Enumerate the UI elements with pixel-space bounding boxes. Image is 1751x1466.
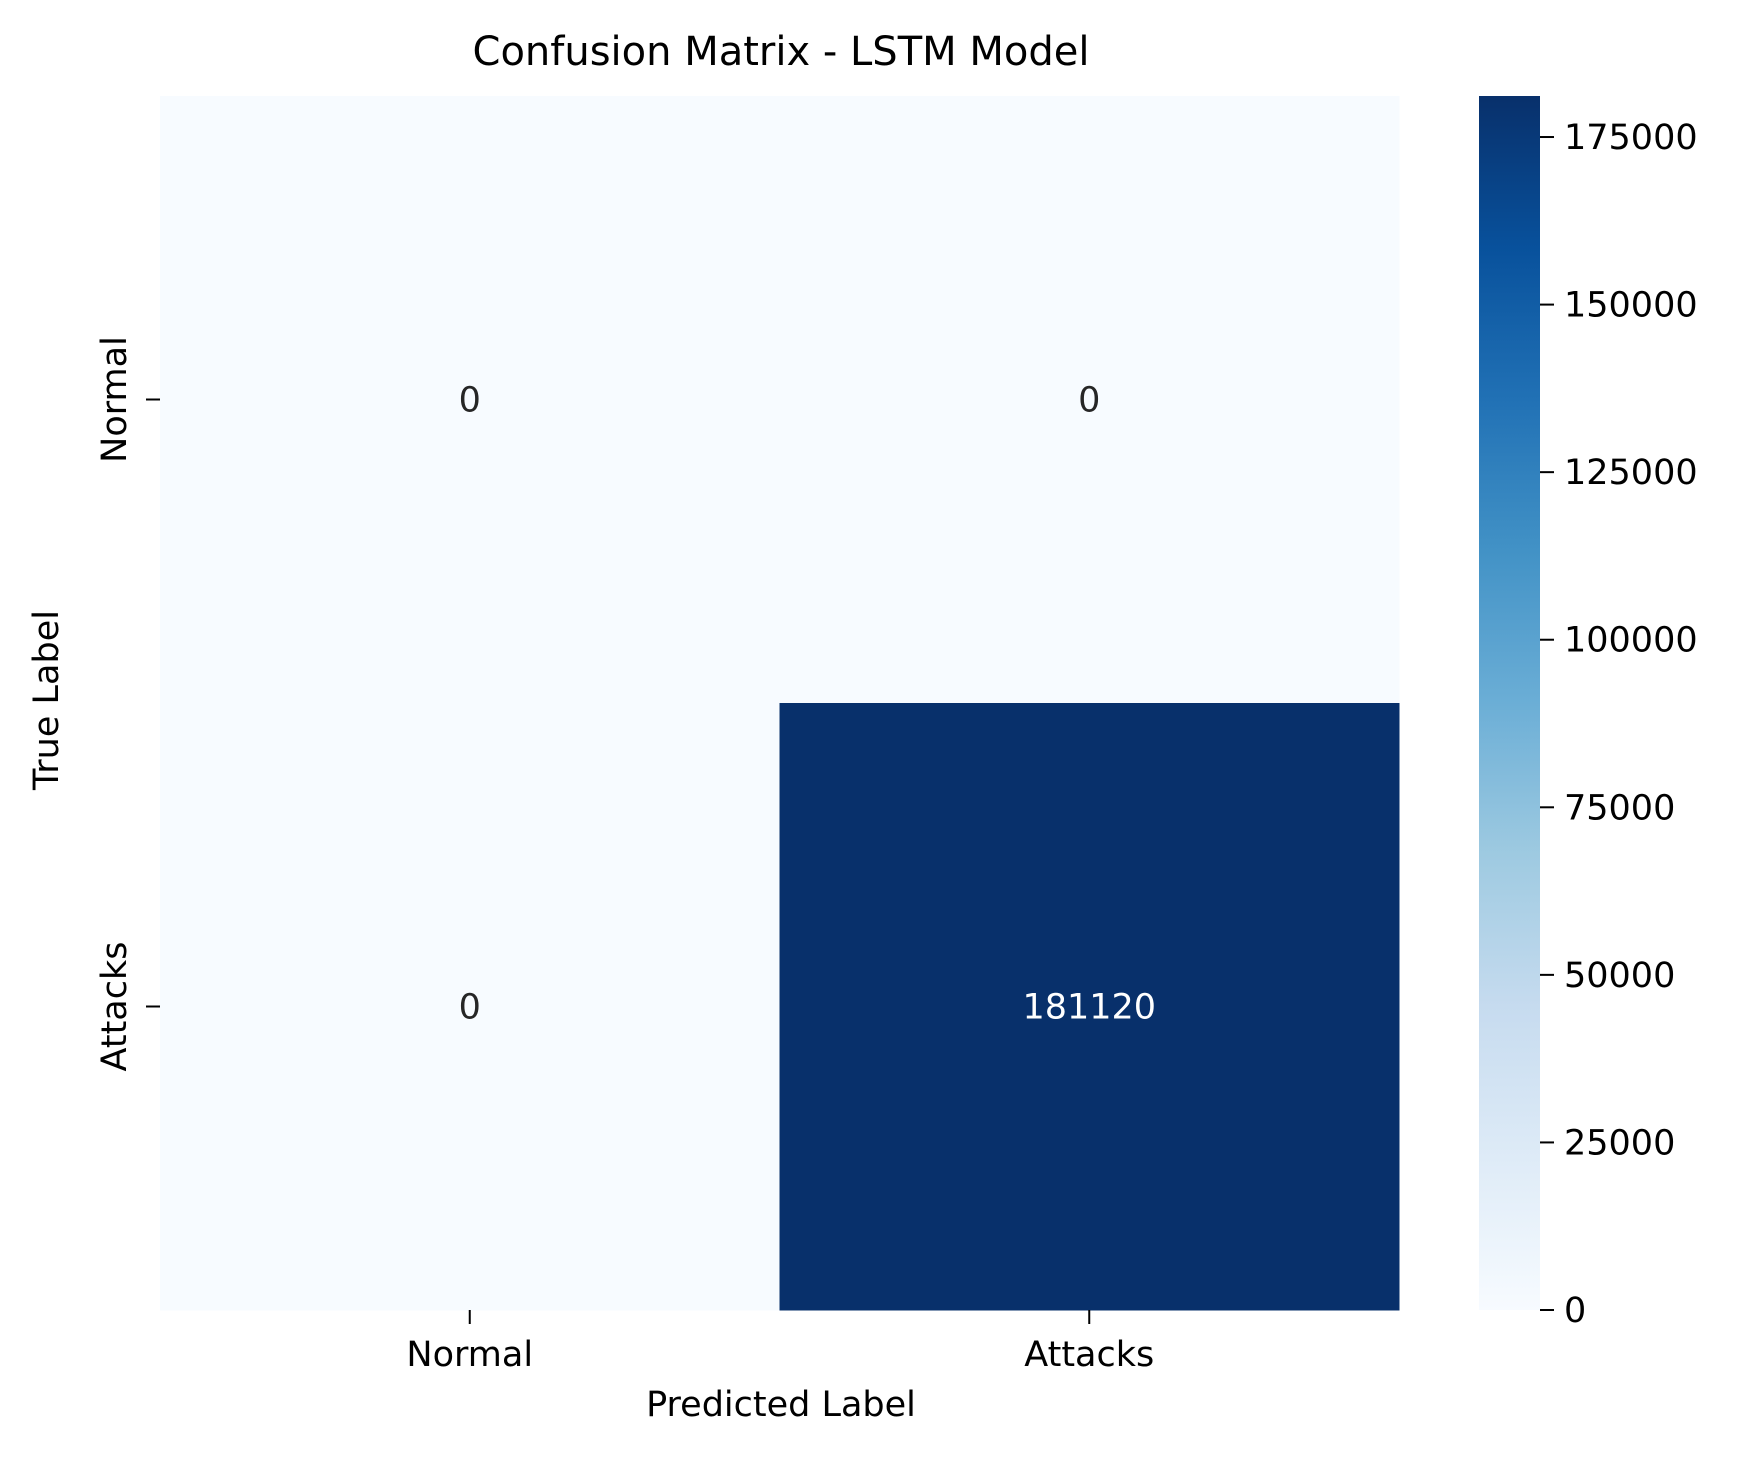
colorbar-ticks: 0 25000 50000 75000 100000 125000 150000 175000 <box>1540 118 1698 1331</box>
x-axis-label: Predicted Label <box>646 1385 916 1425</box>
colorbar-tick-label: 175000 <box>1564 118 1698 158</box>
y-axis-ticks: Normal Attacks <box>95 336 160 1071</box>
colorbar-tick-label: 75000 <box>1564 788 1675 828</box>
cell-value-label: 0 <box>1078 381 1100 421</box>
x-axis-ticks: Normal Attacks <box>406 1310 1154 1375</box>
colorbar-tick-label: 25000 <box>1564 1123 1675 1163</box>
chart-title: Confusion Matrix - LSTM Model <box>473 29 1090 75</box>
x-tick-label: Attacks <box>1024 1335 1154 1375</box>
colorbar <box>1479 96 1540 1310</box>
cell-value-label: 0 <box>459 381 481 421</box>
heatmap-cell <box>779 703 1400 1311</box>
colorbar-tick-label: 150000 <box>1564 286 1698 326</box>
cell-value-label: 181120 <box>1022 988 1156 1028</box>
colorbar-tick-label: 50000 <box>1564 956 1675 996</box>
heatmap-cell <box>160 96 780 704</box>
colorbar-tick-label: 125000 <box>1564 453 1698 493</box>
x-tick-label: Normal <box>406 1335 533 1375</box>
heatmap-cell-labels: 0 0 0 181120 <box>459 381 1156 1028</box>
colorbar-tick-label: 100000 <box>1564 621 1698 661</box>
heatmap-cell <box>160 703 780 1311</box>
heatmap-cells <box>160 96 1400 1311</box>
y-tick-label: Attacks <box>95 942 135 1072</box>
heatmap-cell <box>779 96 1400 704</box>
y-tick-label: Normal <box>95 336 135 463</box>
y-axis-label: True Label <box>27 610 67 791</box>
cell-value-label: 0 <box>459 988 481 1028</box>
colorbar-tick-label: 0 <box>1564 1291 1586 1331</box>
